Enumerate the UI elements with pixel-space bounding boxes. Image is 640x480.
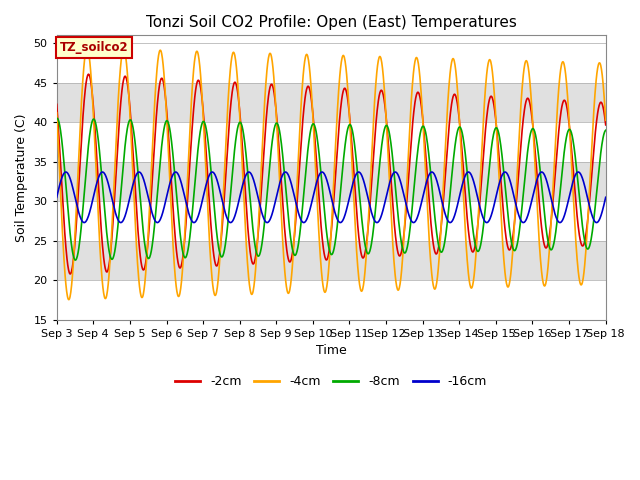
Legend: -2cm, -4cm, -8cm, -16cm: -2cm, -4cm, -8cm, -16cm [170, 370, 492, 393]
Bar [57, 162, 605, 201]
X-axis label: Time: Time [316, 344, 347, 357]
Bar [57, 241, 605, 280]
Text: TZ_soilco2: TZ_soilco2 [60, 41, 128, 54]
Y-axis label: Soil Temperature (C): Soil Temperature (C) [15, 113, 28, 242]
Title: Tonzi Soil CO2 Profile: Open (East) Temperatures: Tonzi Soil CO2 Profile: Open (East) Temp… [146, 15, 516, 30]
Bar [57, 83, 605, 122]
